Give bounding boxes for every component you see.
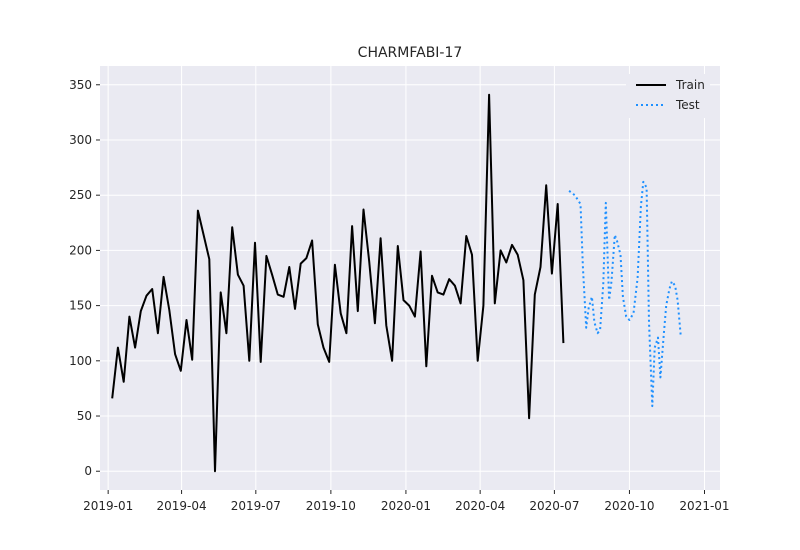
x-tick-label: 2020-04 [455,499,505,513]
grid-lines [100,66,720,490]
plot-area [100,66,720,490]
legend-label-test: Test [675,98,700,112]
x-tick-label: 2020-07 [529,499,579,513]
y-tick-label: 0 [84,464,92,478]
x-tick-label: 2019-10 [306,499,356,513]
y-axis: 0 50 100 150 200 250 300 350 [69,78,100,478]
x-tick-label: 2020-01 [381,499,431,513]
y-tick-label: 150 [69,299,92,313]
y-tick-label: 100 [69,354,92,368]
x-tick-label: 2019-04 [157,499,207,513]
series-line-test [568,180,682,408]
x-tick-label: 2019-07 [231,499,281,513]
y-tick-label: 350 [69,78,92,92]
x-tick-label: 2021-01 [679,499,729,513]
legend: Train Test [626,74,710,118]
y-tick-label: 300 [69,133,92,147]
series-line-train [111,93,565,473]
x-axis: 2019-01 2019-04 2019-07 2019-10 2020-01 2020-… [83,490,730,513]
y-tick-label: 200 [69,243,92,257]
x-tick-label: 2019-01 [83,499,133,513]
legend-label-train: Train [675,78,705,92]
y-tick-label: 250 [69,188,92,202]
series-layer [111,93,682,473]
chart-title: CHARMFABI-17 [358,45,463,61]
y-tick-label: 50 [77,409,92,423]
x-tick-label: 2020-10 [604,499,654,513]
